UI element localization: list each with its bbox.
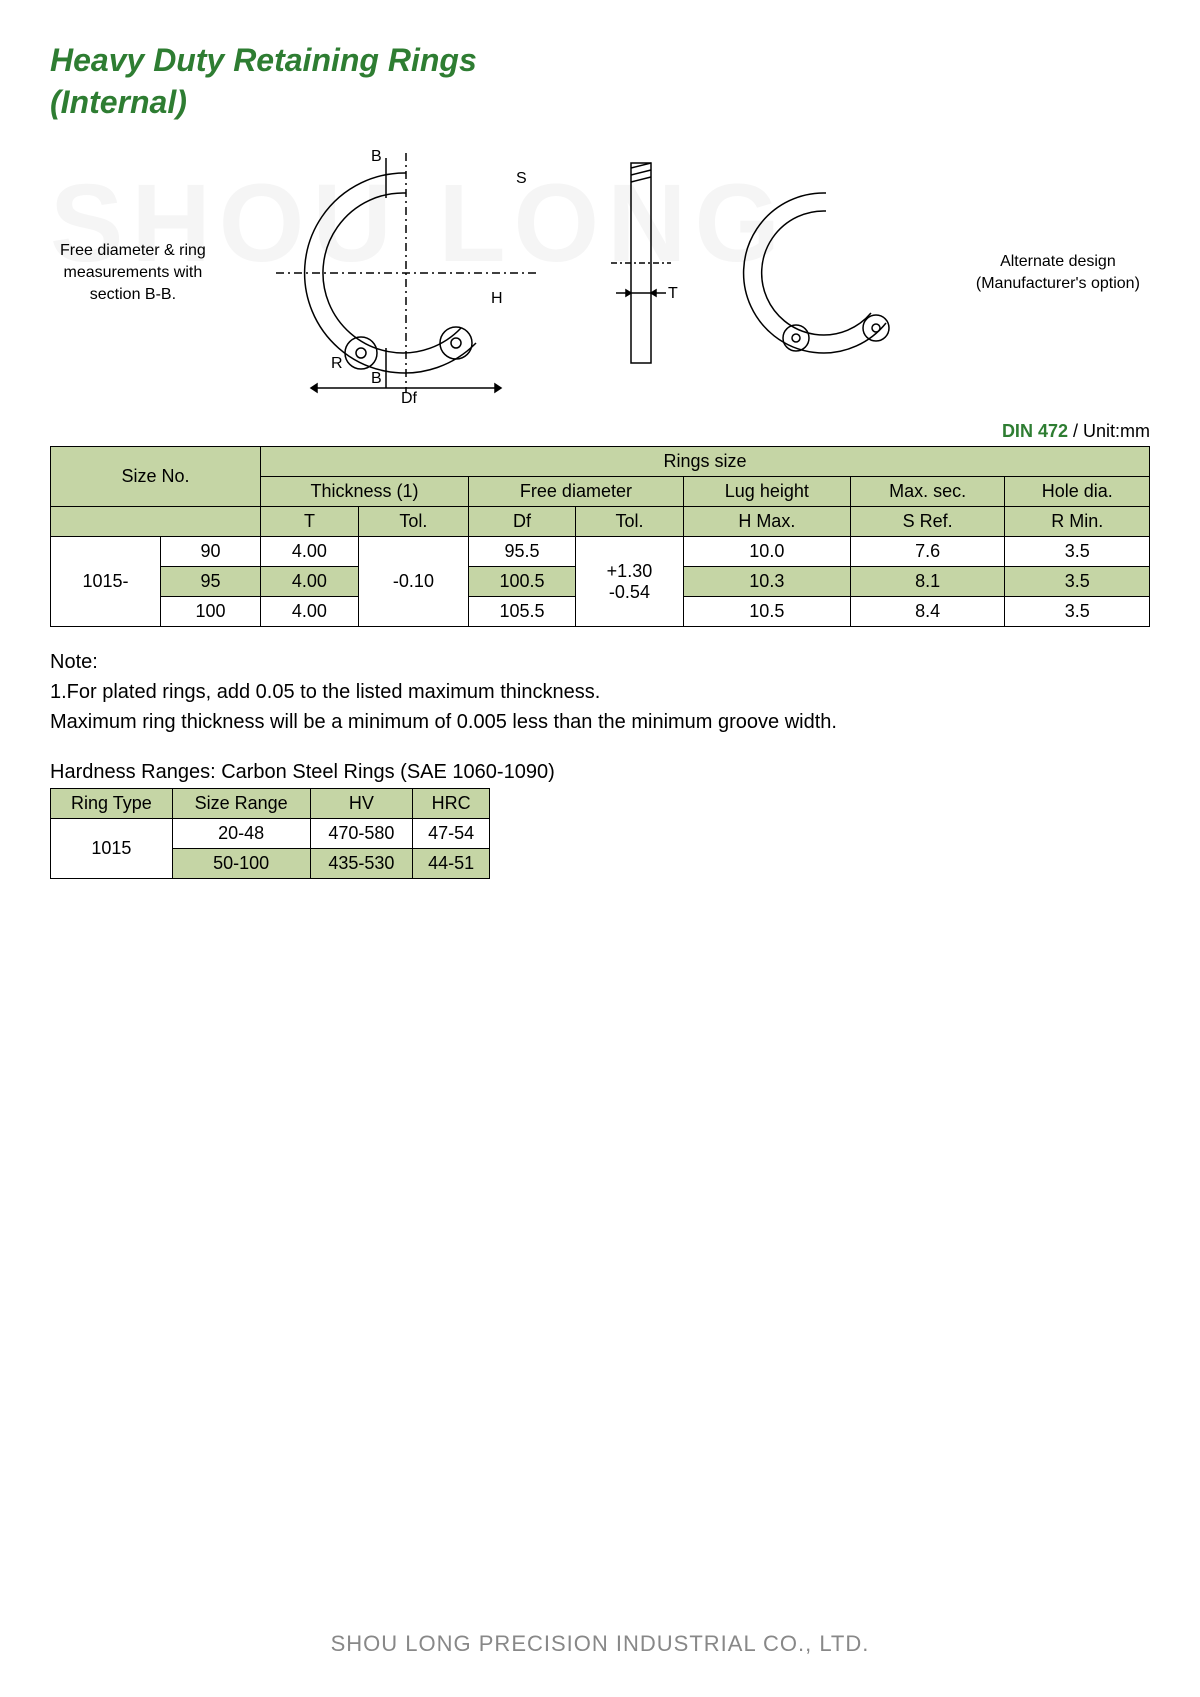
- ring-diagram-alternate: [726, 173, 926, 373]
- title-line1: Heavy Duty Retaining Rings: [50, 42, 477, 78]
- cell-hv: 435-530: [310, 849, 413, 879]
- cell-Df: 105.5: [469, 597, 576, 627]
- cell-H: 10.5: [683, 597, 850, 627]
- label-B-bottom: B: [371, 370, 382, 387]
- th-free-diameter: Free diameter: [469, 477, 684, 507]
- th-hole-dia: Hole dia.: [1005, 477, 1150, 507]
- th-T: T: [261, 507, 359, 537]
- th-hrc: HRC: [413, 789, 490, 819]
- cell-series: 1015-: [51, 537, 161, 627]
- note-line2: Maximum ring thickness will be a minimum…: [50, 707, 1150, 737]
- label-R: R: [331, 355, 343, 372]
- cell-hv: 470-580: [310, 819, 413, 849]
- table-row: 1015 20-48 470-580 47-54: [51, 819, 490, 849]
- cell-ring-type: 1015: [51, 819, 173, 879]
- cell-R: 3.5: [1005, 537, 1150, 567]
- main-spec-table: Size No. Rings size Thickness (1) Free d…: [50, 446, 1150, 627]
- th-Tol2: Tol.: [575, 507, 683, 537]
- cell-hrc: 44-51: [413, 849, 490, 879]
- th-thickness: Thickness (1): [261, 477, 469, 507]
- din-number: DIN 472: [1002, 421, 1068, 441]
- note-line1: 1.For plated rings, add 0.05 to the list…: [50, 677, 1150, 707]
- cell-Df: 95.5: [469, 537, 576, 567]
- th-lug-height: Lug height: [683, 477, 850, 507]
- label-B-top: B: [371, 148, 382, 165]
- cell-H: 10.3: [683, 567, 850, 597]
- cell-S: 7.6: [850, 537, 1005, 567]
- label-S: S: [516, 170, 527, 187]
- cell-S: 8.4: [850, 597, 1005, 627]
- th-Df: Df: [469, 507, 576, 537]
- th-max-sec: Max. sec.: [850, 477, 1005, 507]
- ring-diagram-section: T: [596, 143, 686, 403]
- cell-T: 4.00: [261, 597, 359, 627]
- label-H: H: [491, 290, 503, 307]
- cell-thickness-tol: -0.10: [358, 537, 468, 627]
- th-rings-size: Rings size: [261, 447, 1150, 477]
- hardness-caption: Hardness Ranges: Carbon Steel Rings (SAE…: [50, 761, 1150, 784]
- th-hv: HV: [310, 789, 413, 819]
- cell-hrc: 47-54: [413, 819, 490, 849]
- cell-T: 4.00: [261, 537, 359, 567]
- notes-section: Note: 1.For plated rings, add 0.05 to th…: [50, 647, 1150, 737]
- hardness-table: Ring Type Size Range HV HRC 1015 20-48 4…: [50, 788, 490, 879]
- th-SRef: S Ref.: [850, 507, 1005, 537]
- label-Df: Df: [401, 390, 418, 403]
- diagram-left-caption: Free diameter & ring measurements with s…: [50, 240, 216, 307]
- cell-H: 10.0: [683, 537, 850, 567]
- th-Tol1: Tol.: [358, 507, 468, 537]
- title-line2: (Internal): [50, 84, 187, 120]
- cell-T: 4.00: [261, 567, 359, 597]
- th-RMin: R Min.: [1005, 507, 1150, 537]
- cell-df-tol: +1.30 -0.54: [575, 537, 683, 627]
- footer-company: SHOU LONG PRECISION INDUSTRIAL CO., LTD.: [0, 1631, 1200, 1657]
- th-size-range: Size Range: [172, 789, 310, 819]
- cell-S: 8.1: [850, 567, 1005, 597]
- th-HMax: H Max.: [683, 507, 850, 537]
- cell-R: 3.5: [1005, 567, 1150, 597]
- cell-Df: 100.5: [469, 567, 576, 597]
- th-size-no: Size No.: [51, 447, 261, 507]
- label-T: T: [668, 285, 678, 302]
- diagram-right-caption: Alternate design (Manufacturer's option): [966, 251, 1150, 296]
- cell-size: 90: [161, 537, 261, 567]
- diagram-area: Free diameter & ring measurements with s…: [50, 133, 1150, 413]
- cell-R: 3.5: [1005, 597, 1150, 627]
- th-blank: [51, 507, 261, 537]
- unit-line: DIN 472 / Unit:mm: [50, 421, 1150, 442]
- table-row: 1015- 90 4.00 -0.10 95.5 +1.30 -0.54 10.…: [51, 537, 1150, 567]
- th-ring-type: Ring Type: [51, 789, 173, 819]
- cell-size: 100: [161, 597, 261, 627]
- page-title: Heavy Duty Retaining Rings (Internal): [50, 40, 1150, 123]
- unit-label: / Unit:mm: [1068, 421, 1150, 441]
- ring-diagram-main: B B S H R Df: [256, 143, 556, 403]
- cell-size: 95: [161, 567, 261, 597]
- cell-range: 20-48: [172, 819, 310, 849]
- note-label: Note:: [50, 647, 1150, 677]
- cell-range: 50-100: [172, 849, 310, 879]
